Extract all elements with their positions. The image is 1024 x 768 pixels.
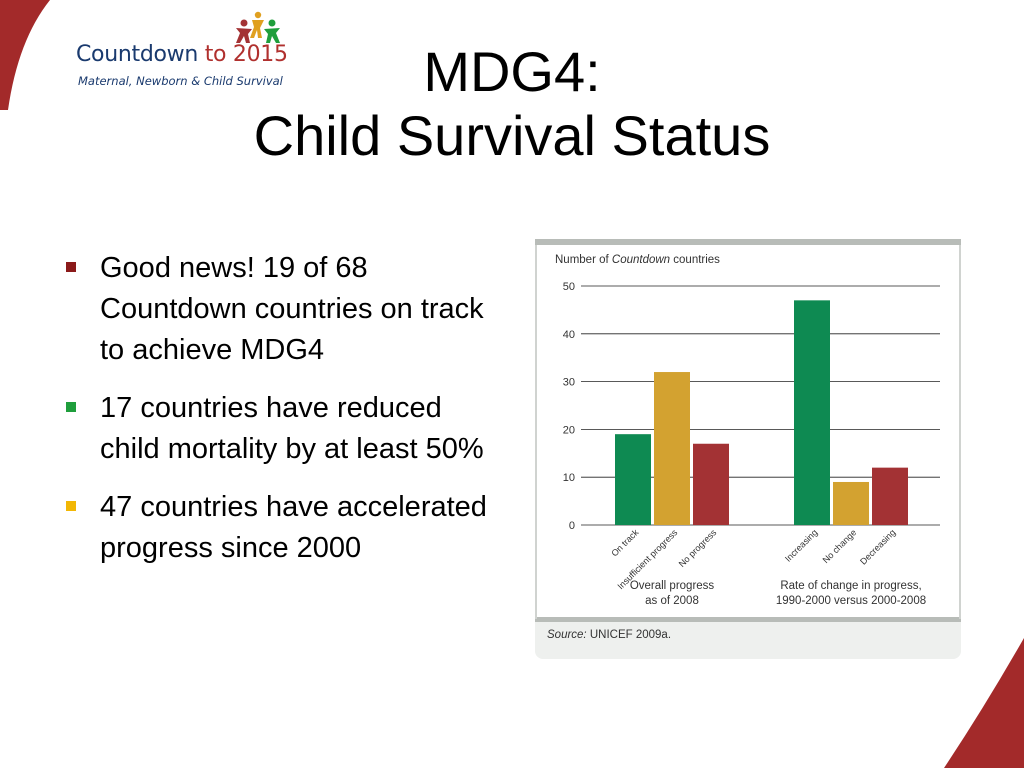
y-tick-label: 0	[569, 520, 575, 532]
y-tick-label: 40	[563, 329, 575, 341]
y-tick-label: 30	[563, 377, 575, 389]
chart-source: Source: UNICEF 2009a.	[547, 629, 671, 641]
slide-title-line1: MDG4:	[423, 40, 601, 103]
bullet-text: 47 countries have accelerated progress s…	[100, 491, 487, 564]
bar	[693, 443, 729, 525]
bullet-item: 17 countries have reduced child mortalit…	[62, 388, 502, 470]
bullet-list: Good news! 19 of 68 Countdown countries …	[62, 248, 502, 586]
bar	[833, 481, 869, 525]
group-label-line2: as of 2008	[645, 595, 699, 607]
bars	[615, 300, 908, 525]
bullet-text: 17 countries have reduced child mortalit…	[100, 392, 484, 465]
group-label-line2: 1990-2000 versus 2000-2008	[776, 595, 926, 607]
bullet-item: 47 countries have accelerated progress s…	[62, 487, 502, 569]
slide-title-line2: Child Survival Status	[253, 104, 771, 167]
countdown-logo: Countdown to 2015 Maternal, Newborn & Ch…	[76, 10, 296, 90]
bar	[872, 467, 908, 525]
chart-left-border	[535, 245, 537, 619]
chart-right-border	[959, 245, 961, 619]
chart-panel: Number of Countdown countries 0 10 20 30 40 5…	[535, 239, 961, 659]
y-tick-label: 20	[563, 424, 575, 436]
chart-plot-background	[535, 245, 961, 619]
y-tick-label: 10	[563, 472, 575, 484]
bullet-item: Good news! 19 of 68 Countdown countries …	[62, 248, 502, 371]
chart-source-divider	[535, 617, 961, 622]
square-bullet-icon	[66, 402, 76, 412]
bar	[794, 300, 830, 525]
logo-name-part1: Countdown	[76, 42, 198, 67]
group-label-line1: Rate of change in progress,	[780, 580, 921, 592]
corner-decoration-bottom-right	[944, 638, 1024, 768]
slide-title: MDG4: Child Survival Status	[0, 40, 1024, 168]
bar-chart: Number of Countdown countries 0 10 20 30 40 5…	[535, 239, 961, 641]
people-figures-icon	[236, 11, 280, 43]
logo-tagline: Maternal, Newborn & Child Survival	[78, 74, 283, 88]
bar	[615, 434, 651, 525]
bar	[654, 372, 690, 525]
y-tick-label: 50	[563, 281, 575, 293]
chart-top-border	[535, 239, 961, 245]
square-bullet-icon	[66, 501, 76, 511]
logo-name-part2: to 2015	[204, 42, 288, 67]
bullet-text: Good news! 19 of 68 Countdown countries …	[100, 252, 484, 366]
group-label-line1: Overall progress	[630, 580, 715, 592]
logo-wordmark: Countdown to 2015	[76, 42, 288, 67]
square-bullet-icon	[66, 262, 76, 272]
y-axis-label: Number of Countdown countries	[555, 254, 720, 266]
corner-decoration-top-left	[0, 0, 50, 110]
